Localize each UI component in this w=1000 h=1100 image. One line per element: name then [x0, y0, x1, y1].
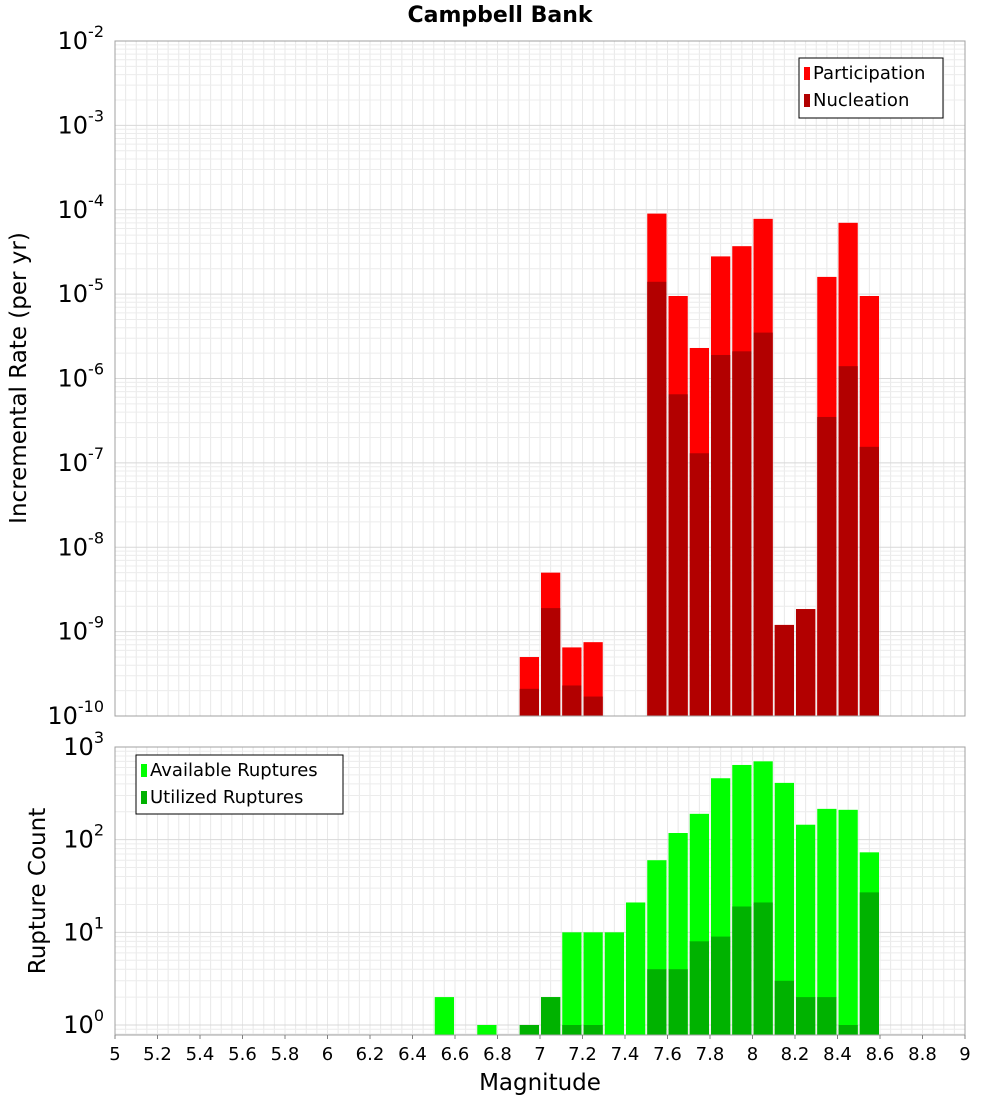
x-tick-label: 5: [109, 1044, 120, 1065]
bar: [689, 453, 709, 716]
bar: [541, 997, 561, 1035]
x-tick-label: 8.8: [908, 1044, 937, 1065]
legend-swatch: [141, 791, 147, 804]
y-tick-label: 10-10: [47, 697, 104, 730]
bar: [583, 932, 603, 1035]
bar: [817, 808, 837, 1035]
x-tick-label: 5.8: [271, 1044, 300, 1065]
bottom-chart-panel: 100 101 102 103 5 5.2 5.4 5.6 5.8 6 6.2 6.4 6.6 6.8 7 7…: [63, 728, 970, 1065]
bar: [647, 281, 667, 716]
x-axis-label: Magnitude: [479, 1070, 601, 1096]
bar: [859, 446, 879, 716]
bar: [626, 902, 646, 1035]
legend-label: Available Ruptures: [150, 760, 318, 781]
bottom-legend: Available Ruptures Utilized Ruptures: [135, 754, 344, 815]
legend-swatch: [141, 764, 147, 777]
x-tick-label: 8.6: [866, 1044, 895, 1065]
y-tick-label: 10-7: [58, 444, 105, 477]
x-tick-label: 6.8: [483, 1044, 512, 1065]
bar: [519, 1025, 539, 1035]
bar: [838, 809, 858, 1035]
bar: [732, 906, 752, 1035]
legend-box: [798, 57, 944, 119]
top-chart-panel: 10-10 10-9 10-8 10-7 10-6 10-5 10-4 10-3 10-2 Par…: [47, 22, 966, 730]
bar: [711, 354, 731, 716]
bar: [817, 416, 837, 716]
bar: [753, 332, 773, 716]
bar: [647, 969, 667, 1035]
bar: [604, 932, 624, 1035]
y-tick-label: 100: [63, 1006, 104, 1039]
series-nucleation: [519, 281, 879, 716]
legend-swatch: [804, 67, 810, 80]
bar: [583, 1025, 603, 1035]
y-tick-label: 103: [63, 728, 104, 761]
bar: [732, 351, 752, 716]
y-tick-label: 10-6: [58, 360, 105, 393]
x-tick-label: 7: [534, 1044, 545, 1065]
bar: [817, 997, 837, 1035]
x-tick-label: 5.6: [228, 1044, 257, 1065]
y-tick-label: 10-5: [58, 275, 105, 308]
bar: [541, 608, 561, 716]
x-tick-label: 7.6: [653, 1044, 682, 1065]
bar: [668, 394, 688, 716]
y-tick-label: 10-9: [58, 613, 105, 646]
top-grid: [114, 41, 966, 717]
bar: [477, 1025, 497, 1035]
bar: [859, 892, 879, 1035]
legend-box: [135, 754, 344, 815]
bar: [774, 624, 794, 716]
top-y-axis-label: Incremental Rate (per yr): [6, 232, 32, 524]
x-tick-label: 6.6: [441, 1044, 470, 1065]
bar: [796, 997, 816, 1035]
top-plot-border: [114, 40, 966, 717]
x-tick-label: 8: [747, 1044, 758, 1065]
x-tick-label: 9: [959, 1044, 970, 1065]
legend-label: Nucleation: [813, 90, 909, 111]
y-tick-label: 10-3: [58, 106, 105, 139]
bar: [774, 980, 794, 1035]
x-tick-label: 5.2: [143, 1044, 172, 1065]
y-tick-label: 101: [63, 913, 104, 946]
y-tick-label: 10-4: [58, 191, 105, 224]
series-utilized-ruptures: [519, 892, 879, 1035]
bar: [562, 685, 582, 716]
x-tick-label: 6.2: [356, 1044, 385, 1065]
bar: [753, 902, 773, 1035]
bar: [689, 941, 709, 1035]
bar: [796, 824, 816, 1035]
legend-swatch: [804, 94, 810, 107]
bar: [562, 1025, 582, 1035]
x-tick-label: 8.2: [781, 1044, 810, 1065]
bar: [838, 1025, 858, 1035]
bar: [434, 997, 454, 1035]
bar: [519, 688, 539, 716]
bar: [838, 366, 858, 716]
legend-label: Utilized Ruptures: [150, 787, 303, 808]
bar: [668, 969, 688, 1035]
bar: [796, 609, 816, 716]
y-tick-label: 10-8: [58, 528, 105, 561]
x-tick-label: 7.2: [568, 1044, 597, 1065]
bar: [583, 696, 603, 716]
x-tick-label: 7.8: [696, 1044, 725, 1065]
x-tick-label: 5.4: [186, 1044, 215, 1065]
y-tick-label: 10-2: [58, 22, 105, 55]
x-tick-label: 8.4: [823, 1044, 852, 1065]
bar: [774, 782, 794, 1035]
top-legend: Participation Nucleation: [798, 57, 944, 119]
bar: [711, 936, 731, 1035]
bar: [562, 932, 582, 1035]
chart-title: Campbell Bank: [408, 3, 594, 28]
legend-label: Participation: [813, 63, 925, 84]
y-tick-label: 102: [63, 821, 104, 854]
x-tick-label: 6.4: [398, 1044, 427, 1065]
x-tick-label: 6: [322, 1044, 333, 1065]
x-tick-label: 7.4: [611, 1044, 640, 1065]
bottom-y-axis-label: Rupture Count: [25, 808, 51, 974]
